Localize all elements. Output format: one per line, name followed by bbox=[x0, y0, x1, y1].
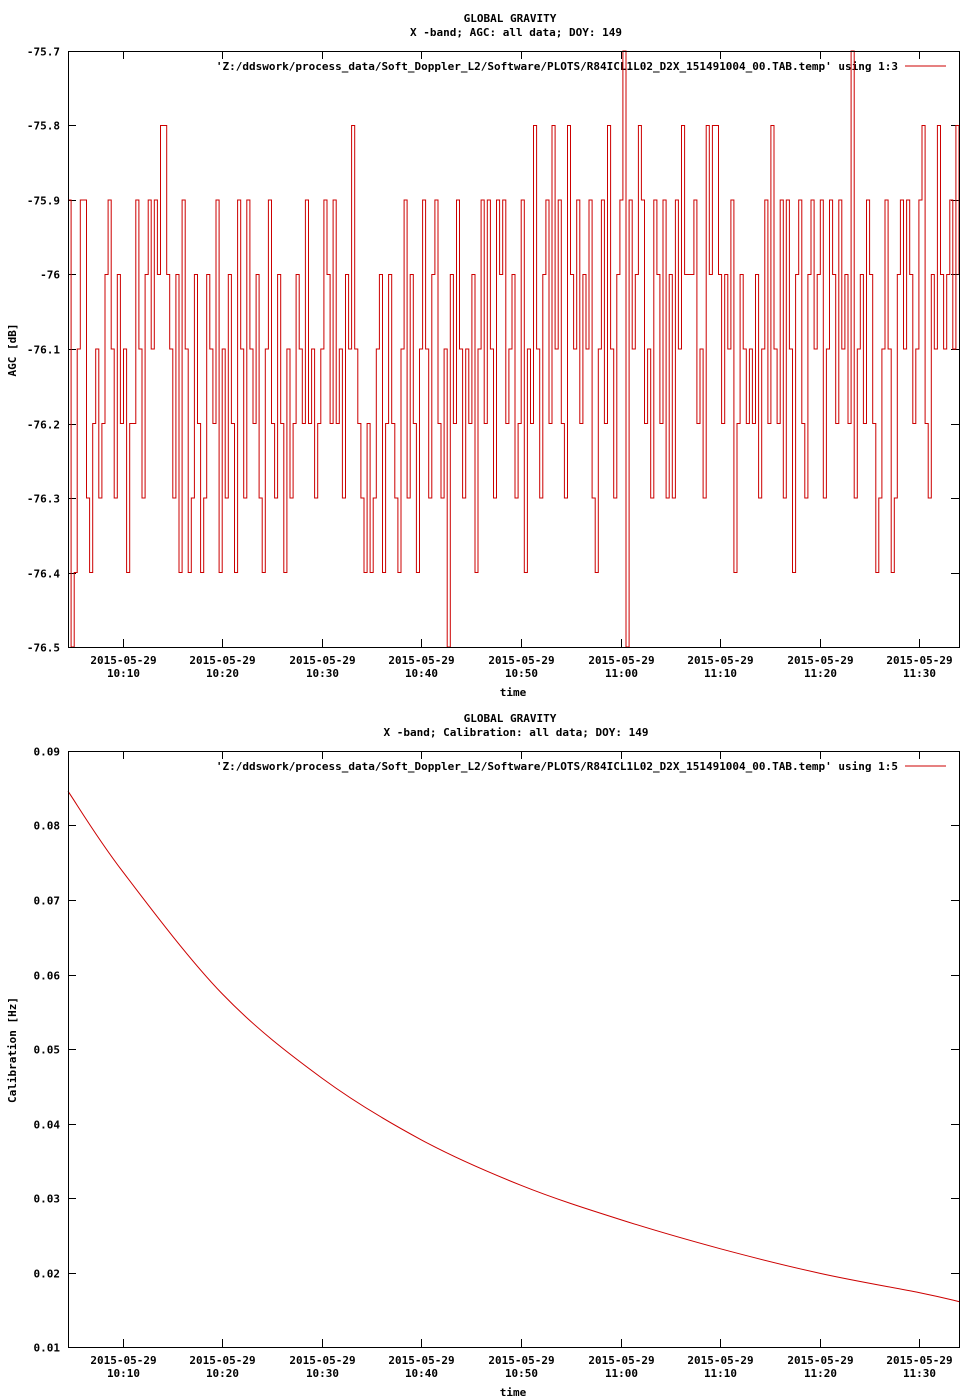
y-tick-label: 0.05 bbox=[34, 1044, 61, 1057]
y-tick-label: 0.04 bbox=[34, 1119, 61, 1132]
x-tick-time-label: 10:50 bbox=[505, 1367, 538, 1380]
x-tick-time-label: 11:10 bbox=[704, 1367, 737, 1380]
x-tick-time-label: 11:30 bbox=[903, 667, 936, 680]
y-tick-label: -75.7 bbox=[27, 46, 60, 59]
axis-ticks: 0.09 0.08 0.07 0.06 0.05 0.04 0.03 0.02 0.01 2015… bbox=[34, 746, 959, 1380]
x-tick-time-label: 11:00 bbox=[605, 667, 638, 680]
plot-frame bbox=[68, 751, 960, 1348]
y-tick-label: -76.2 bbox=[27, 419, 60, 432]
x-tick-date-label: 2015-05-29 bbox=[388, 1354, 454, 1367]
x-tick-date-label: 2015-05-29 bbox=[90, 1354, 156, 1367]
x-tick-date-label: 2015-05-29 bbox=[787, 1354, 853, 1367]
x-tick-date-label: 2015-05-29 bbox=[886, 1354, 952, 1367]
y-tick-label: 0.09 bbox=[34, 746, 61, 759]
x-tick-date-label: 2015-05-29 bbox=[90, 654, 156, 667]
x-tick-time-label: 10:10 bbox=[107, 667, 140, 680]
calibration-chart: GLOBAL GRAVITY X -band; Calibration: all… bbox=[6, 712, 960, 1399]
x-tick-time-label: 10:40 bbox=[405, 667, 438, 680]
x-tick-date-label: 2015-05-29 bbox=[687, 1354, 753, 1367]
x-tick-date-label: 2015-05-29 bbox=[488, 1354, 554, 1367]
legend-label: 'Z:/ddswork/process_data/Soft_Doppler_L2… bbox=[216, 760, 898, 773]
chart-title: GLOBAL GRAVITY bbox=[464, 712, 557, 725]
x-axis-label: time bbox=[500, 1386, 527, 1399]
y-axis-label: AGC [dB] bbox=[6, 324, 19, 377]
x-tick-time-label: 10:50 bbox=[505, 667, 538, 680]
x-tick-date-label: 2015-05-29 bbox=[588, 1354, 654, 1367]
y-tick-label: -75.8 bbox=[27, 120, 60, 133]
agc-chart: GLOBAL GRAVITY X -band; AGC: all data; D… bbox=[6, 12, 960, 699]
y-tick-label: 0.08 bbox=[34, 820, 61, 833]
y-tick-label: -76.5 bbox=[27, 642, 60, 655]
y-axis-label: Calibration [Hz] bbox=[6, 997, 19, 1103]
x-tick-time-label: 11:00 bbox=[605, 1367, 638, 1380]
y-tick-label: -76.3 bbox=[27, 493, 60, 506]
x-tick-time-label: 10:30 bbox=[306, 1367, 339, 1380]
y-tick-label: 0.03 bbox=[34, 1193, 61, 1206]
x-axis-label: time bbox=[500, 686, 527, 699]
x-tick-date-label: 2015-05-29 bbox=[588, 654, 654, 667]
x-tick-date-label: 2015-05-29 bbox=[787, 654, 853, 667]
x-tick-date-label: 2015-05-29 bbox=[189, 654, 255, 667]
axis-ticks: -75.7 -75.8 -75.9 -76 -76.1 -76.2 -76.3 -76.4 -7… bbox=[27, 46, 959, 680]
x-tick-date-label: 2015-05-29 bbox=[687, 654, 753, 667]
x-tick-time-label: 11:20 bbox=[804, 1367, 837, 1380]
series-line-calibration bbox=[67, 790, 960, 1303]
x-tick-time-label: 11:10 bbox=[704, 667, 737, 680]
x-tick-time-label: 11:30 bbox=[903, 1367, 936, 1380]
y-tick-label: 0.02 bbox=[34, 1268, 61, 1281]
y-tick-label: 0.01 bbox=[34, 1342, 61, 1355]
x-tick-time-label: 10:20 bbox=[206, 667, 239, 680]
x-tick-time-label: 11:20 bbox=[804, 667, 837, 680]
chart-subtitle: X -band; AGC: all data; DOY: 149 bbox=[410, 26, 622, 39]
y-tick-label: -76 bbox=[40, 269, 60, 282]
chart-title: GLOBAL GRAVITY bbox=[464, 12, 557, 25]
y-tick-label: -76.4 bbox=[27, 568, 60, 581]
y-tick-label: -75.9 bbox=[27, 195, 60, 208]
y-tick-label: 0.07 bbox=[34, 895, 61, 908]
x-tick-date-label: 2015-05-29 bbox=[289, 654, 355, 667]
x-tick-time-label: 10:10 bbox=[107, 1367, 140, 1380]
x-tick-date-label: 2015-05-29 bbox=[886, 654, 952, 667]
plot-frame bbox=[68, 51, 960, 648]
chart-subtitle: X -band; Calibration: all data; DOY: 149 bbox=[384, 726, 649, 739]
x-tick-date-label: 2015-05-29 bbox=[388, 654, 454, 667]
legend-label: 'Z:/ddswork/process_data/Soft_Doppler_L2… bbox=[216, 60, 898, 73]
x-tick-time-label: 10:20 bbox=[206, 1367, 239, 1380]
x-tick-date-label: 2015-05-29 bbox=[289, 1354, 355, 1367]
x-tick-date-label: 2015-05-29 bbox=[189, 1354, 255, 1367]
y-tick-label: -76.1 bbox=[27, 344, 60, 357]
series-line-agc bbox=[68, 50, 960, 648]
x-tick-time-label: 10:30 bbox=[306, 667, 339, 680]
y-tick-label: 0.06 bbox=[34, 970, 61, 983]
x-tick-date-label: 2015-05-29 bbox=[488, 654, 554, 667]
x-tick-time-label: 10:40 bbox=[405, 1367, 438, 1380]
